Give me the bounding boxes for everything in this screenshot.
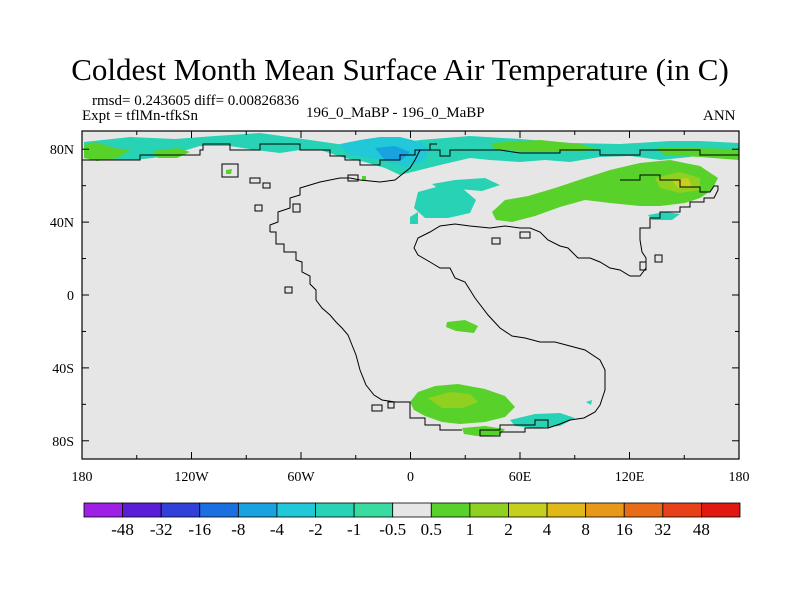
coastline-island-6	[347, 174, 359, 182]
y-tick-label: 0	[67, 289, 74, 304]
colorbar-swatch	[83, 502, 123, 518]
colorbar-label: -32	[150, 520, 173, 539]
coastline-island-14	[639, 261, 647, 271]
colorbar-label: -2	[308, 520, 322, 539]
north-atlantic-cool-region	[414, 186, 476, 218]
colorbar-label: -16	[188, 520, 211, 539]
y-tick-label: 40N	[50, 216, 74, 231]
colorbar-label: 16	[616, 520, 633, 539]
colorbar-label: -4	[270, 520, 285, 539]
colorbar-swatch	[392, 502, 432, 518]
axis-tick-labels: 180 120W 60W 0 60E 120E 180 80N 40N 0 40S 80S	[50, 143, 750, 485]
coastline-island-3	[262, 182, 271, 189]
southern-warm-strip	[462, 426, 505, 436]
colorbar-label: -0.5	[379, 520, 406, 539]
eurasia-warm-region	[492, 160, 718, 222]
colorbar-swatch	[508, 502, 548, 518]
colorbar-swatch	[276, 502, 316, 518]
x-tick-label: 60E	[509, 470, 532, 485]
colorbar-swatch	[353, 502, 394, 518]
coastline-supercontinent-west	[270, 231, 462, 431]
coastline-island-4	[254, 204, 263, 212]
colorbar-swatch	[546, 502, 587, 518]
coastline-island-2	[249, 177, 261, 184]
colorbar-label: 1	[466, 520, 475, 539]
x-tick-label: 120W	[174, 470, 209, 485]
colorbar: -48 -32 -16 -8 -4 -2 -1 -0.5 0.5 1 2 4 8 16 32 48	[83, 502, 741, 539]
case-label: 196_0_MaBP - 196_0_MaBP	[306, 105, 485, 121]
coastline-island-13	[654, 254, 663, 263]
experiment-label: Expt = tflMn-tfkSn	[82, 108, 198, 124]
colorbar-swatch	[662, 502, 702, 518]
coastline-island-1	[221, 163, 239, 178]
coastline-arctic	[82, 143, 437, 166]
x-tick-label: 0	[407, 470, 414, 485]
atlantic-warm-dot	[362, 176, 366, 181]
period-label: ANN	[703, 108, 736, 124]
colorbar-label: -48	[111, 520, 134, 539]
colorbar-swatch	[315, 502, 355, 518]
arctic-warm-dot	[226, 169, 232, 174]
colorbar-swatch	[237, 502, 278, 518]
colorbar-label: 32	[654, 520, 671, 539]
colorbar-label: 0.5	[421, 520, 442, 539]
coastline-island-11	[519, 231, 531, 239]
page-title: Coldest Month Mean Surface Air Temperatu…	[71, 52, 729, 87]
colorbar-swatch	[623, 502, 664, 518]
colorbar-label: -1	[347, 520, 361, 539]
coastline-island-5	[292, 203, 301, 213]
colorbar-label: 48	[693, 520, 710, 539]
colorbar-label: -8	[231, 520, 245, 539]
colorbar-swatch	[122, 502, 162, 518]
x-tick-label: 180	[72, 470, 93, 485]
colorbar-swatch	[160, 502, 201, 518]
coastline-island-12	[491, 237, 501, 245]
colorbar-swatch	[585, 502, 625, 518]
arctic-warm-patch-3	[490, 140, 600, 152]
y-tick-label: 80N	[50, 143, 74, 158]
anomaly-fields	[84, 133, 739, 436]
coastline-supercontinent-east	[413, 174, 719, 429]
colorbar-label: 2	[504, 520, 513, 539]
arctic-coldest-core	[375, 146, 410, 160]
axis-ticks	[81, 131, 740, 459]
colorbar-swatch	[199, 502, 239, 518]
coastlines	[82, 143, 739, 437]
coastline-north-margin	[269, 149, 421, 232]
x-tick-label: 180	[729, 470, 750, 485]
colorbar-label: 8	[581, 520, 590, 539]
colorbar-swatch	[701, 502, 741, 518]
coastline-arctic-east	[430, 149, 739, 157]
coastline-island-8	[371, 404, 383, 412]
southern-warmer-core	[428, 392, 478, 408]
tropical-warm-patch	[446, 320, 478, 333]
north-atlantic-cool-band	[432, 178, 500, 191]
colorbar-swatch	[469, 502, 509, 518]
colorbar-swatch	[430, 502, 471, 518]
southern-cool-dot	[586, 400, 592, 405]
x-tick-label: 120E	[615, 470, 645, 485]
y-tick-label: 80S	[52, 435, 74, 450]
coastline-island-7	[284, 286, 293, 294]
x-tick-label: 60W	[287, 470, 315, 485]
colorbar-label: 4	[543, 520, 552, 539]
stats-text: rmsd= 0.243605 diff= 0.00826836	[92, 93, 300, 109]
atlantic-cool-dot	[410, 212, 418, 224]
y-tick-label: 40S	[52, 362, 74, 377]
arctic-warm-patch-west	[84, 142, 130, 161]
